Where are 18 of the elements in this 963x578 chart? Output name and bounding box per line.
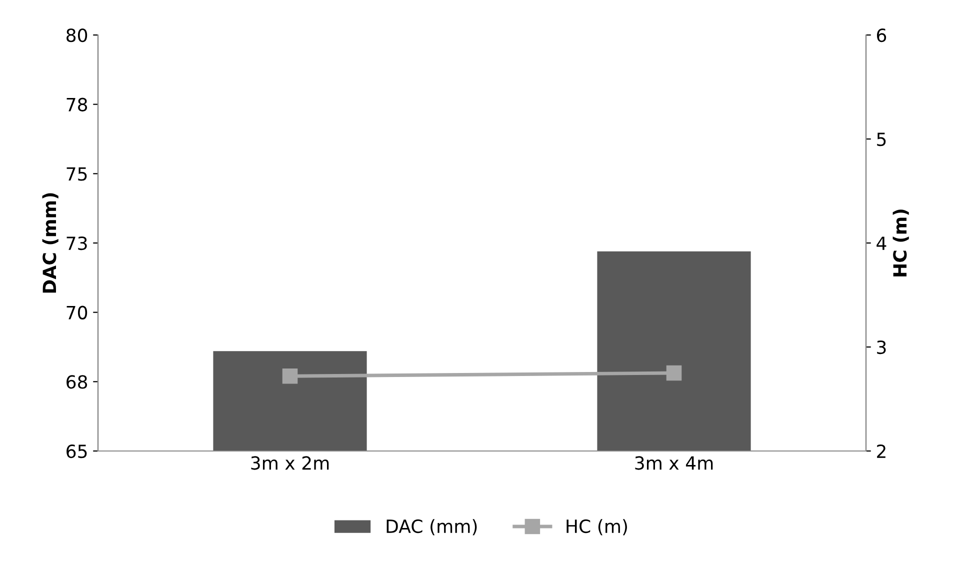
y2-tick-label: 5 (877, 132, 886, 146)
x-tick-label: 3m x 2m (251, 456, 329, 470)
legend-label: HC (m) (566, 519, 627, 536)
y-axis-title: DAC (mm) (42, 193, 58, 293)
y-tick-label: 70 (66, 306, 88, 320)
y-tick-label: 80 (66, 28, 88, 42)
y2-tick-label: 4 (876, 236, 886, 250)
y2-axis-title: HC (m) (892, 210, 909, 276)
y-tick-label: 75 (66, 167, 87, 181)
y-tick-label: 68 (66, 375, 88, 389)
y-tick-label: 73 (66, 236, 87, 250)
y-tick-label: 78 (66, 98, 88, 112)
y2-tick-label: 3 (877, 340, 886, 354)
x-tick-label: 3m x 4m (635, 456, 713, 470)
y2-tick-label: 6 (876, 28, 886, 42)
legend-label: DAC (mm) (386, 519, 477, 536)
y2-tick-label: 2 (877, 444, 886, 458)
y-tick-label: 65 (66, 444, 87, 458)
